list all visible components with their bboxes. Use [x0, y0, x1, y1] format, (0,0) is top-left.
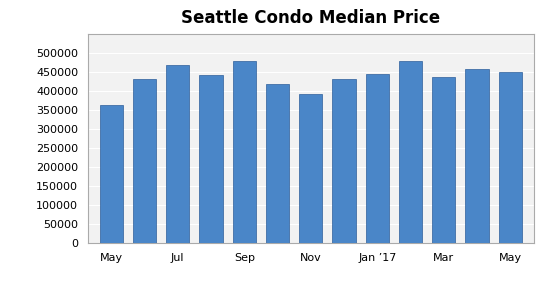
Bar — [465, 69, 488, 243]
Bar — [399, 61, 422, 243]
Bar — [332, 79, 356, 243]
Title: Seattle Condo Median Price: Seattle Condo Median Price — [181, 9, 441, 27]
Bar — [166, 65, 189, 243]
Bar — [199, 75, 223, 243]
Bar — [366, 74, 389, 243]
Bar — [100, 105, 123, 243]
Bar — [432, 77, 455, 243]
Bar — [266, 84, 289, 243]
Bar — [499, 72, 522, 243]
Bar — [299, 94, 322, 243]
Bar — [233, 61, 256, 243]
Bar — [133, 79, 156, 243]
